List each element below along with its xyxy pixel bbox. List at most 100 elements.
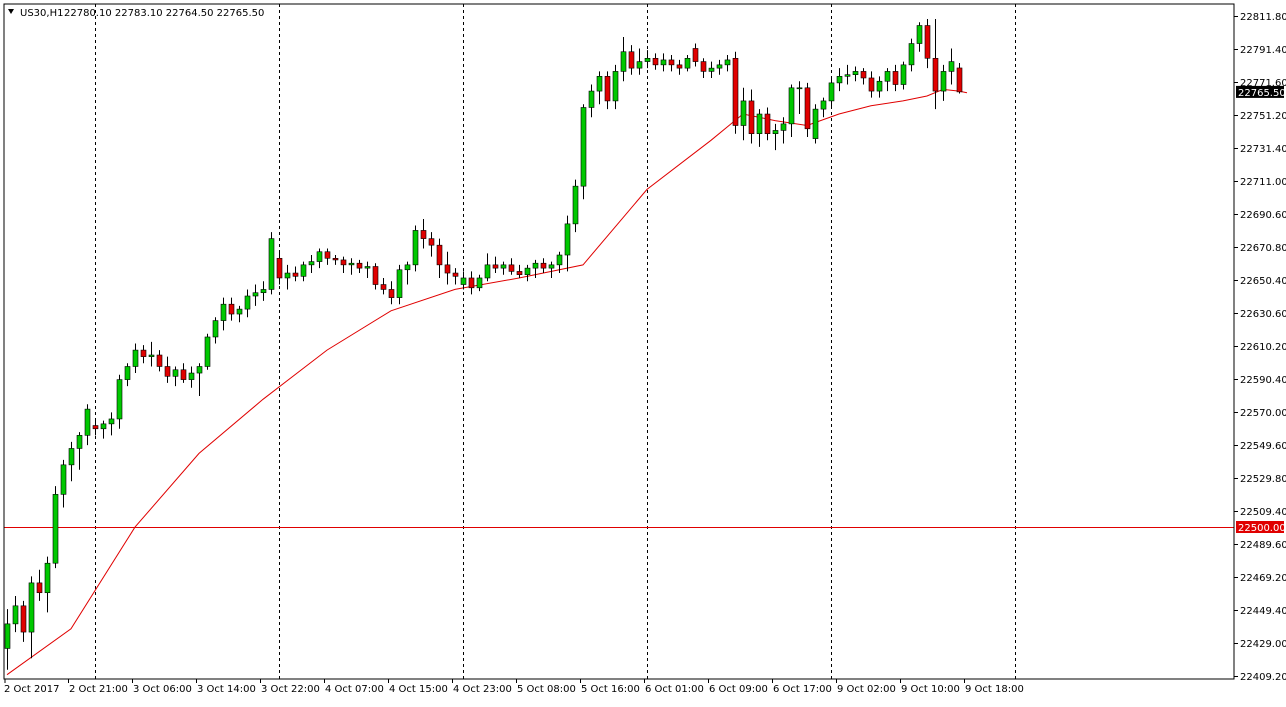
time-tick-label: 9 Oct 18:00 bbox=[965, 684, 1024, 695]
candle bbox=[44, 556, 51, 613]
candle bbox=[524, 264, 531, 282]
candle-body bbox=[748, 100, 755, 135]
candle-body bbox=[68, 448, 75, 466]
candle bbox=[756, 109, 763, 147]
candle-body bbox=[716, 64, 723, 69]
time-tick-label: 3 Oct 14:00 bbox=[197, 684, 256, 695]
candle-body bbox=[684, 57, 691, 69]
candle bbox=[396, 264, 403, 305]
candle bbox=[212, 317, 219, 344]
candle-body bbox=[764, 113, 771, 135]
price-tick-label: 22731.40 bbox=[1240, 144, 1286, 155]
candle bbox=[676, 59, 683, 75]
candle bbox=[548, 261, 555, 278]
price-tick-label: 22771.60 bbox=[1240, 78, 1286, 89]
candle-body bbox=[108, 418, 115, 425]
candle-body bbox=[628, 51, 635, 69]
candle-body bbox=[844, 74, 851, 77]
price-tick-label: 22630.60 bbox=[1240, 309, 1286, 320]
candle-body bbox=[524, 267, 531, 275]
candle bbox=[868, 71, 875, 98]
candle bbox=[652, 53, 659, 70]
candle bbox=[732, 51, 739, 134]
candle bbox=[260, 281, 267, 301]
candle bbox=[140, 345, 147, 364]
day-separators bbox=[95, 4, 1016, 679]
price-tick-label: 22610.20 bbox=[1240, 342, 1286, 353]
candle-body bbox=[548, 264, 555, 269]
dropdown-triangle-icon[interactable] bbox=[8, 9, 14, 14]
time-tick-label: 4 Oct 07:00 bbox=[325, 684, 384, 695]
time-tick-label: 6 Oct 01:00 bbox=[645, 684, 704, 695]
candle bbox=[572, 179, 579, 233]
price-tick-label: 22469.20 bbox=[1240, 573, 1286, 584]
candle-body bbox=[620, 51, 627, 72]
candle bbox=[948, 48, 955, 85]
candle bbox=[68, 441, 75, 482]
candle-body bbox=[196, 366, 203, 374]
candle-body bbox=[804, 87, 811, 130]
price-tick-label: 22489.60 bbox=[1240, 540, 1286, 551]
time-tick-label: 2 Oct 21:00 bbox=[69, 684, 128, 695]
time-tick-label: 9 Oct 10:00 bbox=[901, 684, 960, 695]
candle bbox=[564, 215, 571, 272]
candle-body bbox=[932, 57, 939, 92]
candle-body bbox=[372, 266, 379, 285]
candle bbox=[356, 259, 363, 274]
candle-body bbox=[780, 123, 787, 131]
candle bbox=[100, 420, 107, 439]
candle-body bbox=[772, 130, 779, 135]
candle bbox=[316, 248, 323, 269]
candle-body bbox=[676, 64, 683, 69]
candle bbox=[892, 64, 899, 92]
candle-body bbox=[644, 57, 651, 62]
candle bbox=[540, 258, 547, 274]
candle bbox=[916, 22, 923, 52]
candle bbox=[164, 356, 171, 383]
price-tick-label: 22791.40 bbox=[1240, 45, 1286, 56]
candle-body bbox=[884, 71, 891, 82]
candle bbox=[508, 258, 515, 275]
candle-body bbox=[284, 272, 291, 279]
candle bbox=[420, 218, 427, 249]
candle-body bbox=[268, 238, 275, 290]
chart-header: US30,H1 22780.10 22783.10 22764.50 22765… bbox=[8, 8, 264, 19]
candle bbox=[76, 432, 83, 470]
candle bbox=[764, 107, 771, 141]
price-axis: 22811.80 22791.40 22771.60 22751.20 22731.40… bbox=[1234, 12, 1286, 683]
price-tick-label: 22449.40 bbox=[1240, 606, 1286, 617]
candle-body bbox=[492, 264, 499, 269]
candle bbox=[468, 271, 475, 295]
candle-body bbox=[540, 262, 547, 269]
candle bbox=[364, 261, 371, 278]
candle bbox=[372, 263, 379, 290]
candle-body bbox=[564, 223, 571, 256]
hline-label-box bbox=[1236, 521, 1284, 533]
candle-body bbox=[356, 262, 363, 269]
candle bbox=[292, 266, 299, 282]
candle-body bbox=[484, 264, 491, 279]
candle bbox=[588, 84, 595, 118]
candle bbox=[644, 50, 651, 69]
candle bbox=[236, 305, 243, 323]
candle bbox=[452, 268, 459, 285]
candle bbox=[884, 68, 891, 92]
candle-body bbox=[260, 289, 267, 294]
candle-body bbox=[172, 369, 179, 377]
candle-body bbox=[788, 87, 795, 125]
candle-body bbox=[316, 251, 323, 262]
candle bbox=[908, 38, 915, 72]
candle bbox=[596, 71, 603, 105]
candle-body bbox=[948, 61, 955, 72]
time-axis: 2 Oct 2017 2 Oct 21:00 3 Oct 06:00 3 Oct 14… bbox=[4, 679, 1024, 695]
price-tick-label: 22590.40 bbox=[1240, 375, 1286, 386]
candle bbox=[716, 59, 723, 75]
candle-body bbox=[396, 269, 403, 298]
candle-body bbox=[332, 257, 339, 261]
candle bbox=[20, 600, 27, 642]
time-tick-label: 2 Oct 2017 bbox=[4, 684, 59, 695]
candle bbox=[628, 45, 635, 75]
candle bbox=[132, 343, 139, 374]
